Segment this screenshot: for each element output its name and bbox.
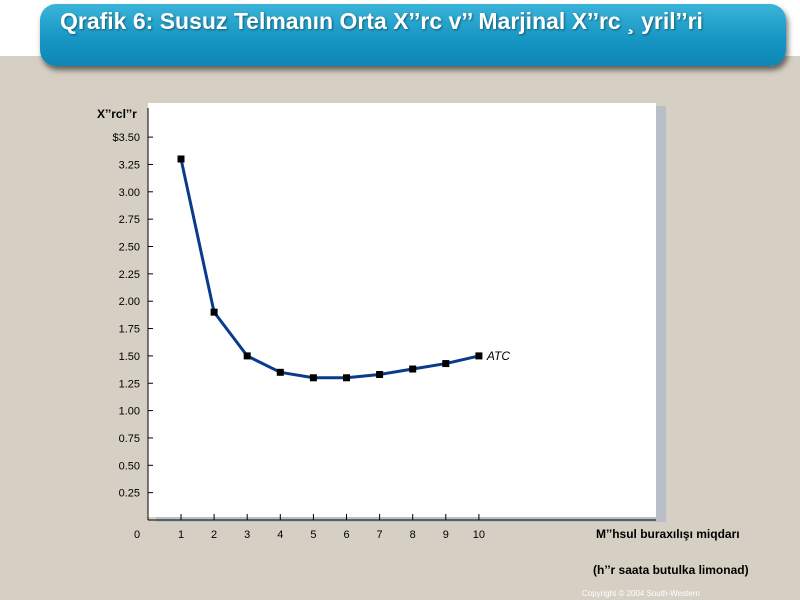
y-tick-label: 1.75 <box>119 324 140 336</box>
atc-point <box>177 155 185 163</box>
y-tick-label: 1.50 <box>119 351 140 363</box>
y-tick-label: 3.00 <box>119 187 140 199</box>
title-bar: Qrafik 6: Susuz Telmanın Orta X’’rc v’’ … <box>40 4 786 66</box>
y-axis-title: X’’rcl’’r <box>97 107 137 121</box>
x-axis-title: M’’hsul buraxılışı miqdarı <box>596 527 740 541</box>
atc-point <box>475 352 483 360</box>
y-tick-label: 0.25 <box>119 488 140 500</box>
atc-point <box>210 308 218 316</box>
y-tick-label: 2.00 <box>119 296 140 308</box>
atc-point <box>343 374 350 382</box>
atc-series-label: ATC <box>486 349 510 363</box>
atc-point <box>376 370 384 378</box>
x-tick-label: 1 <box>178 529 184 541</box>
x-tick-label: 7 <box>377 529 383 541</box>
atc-point <box>409 365 417 373</box>
x-tick-label: 5 <box>310 529 316 541</box>
y-tick-label: 1.25 <box>119 378 140 390</box>
x-tick-label: 3 <box>244 529 250 541</box>
atc-point <box>442 360 450 368</box>
x-axis-subtitle: (h’’r saata butulka limonad) <box>593 563 749 577</box>
slide-title: Qrafik 6: Susuz Telmanın Orta X’’rc v’’ … <box>60 8 703 34</box>
x-tick-label: 10 <box>473 529 485 541</box>
y-tick-label: 1.00 <box>119 406 140 418</box>
x-tick-label: 6 <box>343 529 349 541</box>
atc-point <box>309 374 317 382</box>
y-tick-label: $3.50 <box>112 132 140 144</box>
origin-label: 0 <box>134 529 140 541</box>
y-tick-label: 2.25 <box>119 269 140 281</box>
atc-line <box>179 158 480 380</box>
y-tick-label: 2.75 <box>119 214 140 226</box>
y-tick-label: 0.50 <box>119 460 140 472</box>
atc-point <box>243 352 251 360</box>
x-tick-label: 2 <box>211 529 217 541</box>
x-tick-label: 9 <box>443 529 449 541</box>
y-tick-label: 0.75 <box>119 433 140 445</box>
y-tick-label: 3.25 <box>119 159 140 171</box>
plot-area <box>148 103 656 517</box>
y-tick-label: 2.50 <box>119 242 140 254</box>
copyright-notice: Copyright © 2004 South-Western <box>582 589 700 598</box>
x-tick-label: 4 <box>277 529 283 541</box>
atc-point <box>276 368 284 376</box>
x-tick-label: 8 <box>410 529 416 541</box>
